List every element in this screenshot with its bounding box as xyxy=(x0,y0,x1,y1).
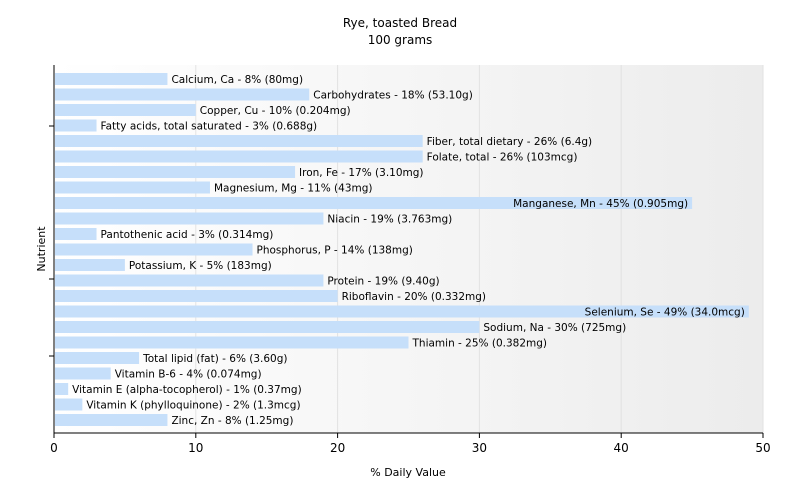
bar xyxy=(55,383,69,395)
bar-label: Sodium, Na - 30% (725mg) xyxy=(483,322,626,334)
bar xyxy=(55,135,423,147)
bar-label: Potassium, K - 5% (183mg) xyxy=(129,260,272,272)
bar-label: Thiamin - 25% (0.382mg) xyxy=(412,338,548,350)
bar xyxy=(55,352,140,364)
bar xyxy=(55,197,693,209)
bar-label: Iron, Fe - 17% (3.10mg) xyxy=(299,167,423,179)
bar-label: Calcium, Ca - 8% (80mg) xyxy=(171,74,303,86)
bar-label: Copper, Cu - 10% (0.204mg) xyxy=(200,105,351,117)
bar xyxy=(55,274,324,287)
bar xyxy=(55,73,168,85)
grid-lines xyxy=(195,65,764,433)
bar-label: Carbohydrates - 18% (53.10g) xyxy=(313,90,473,102)
bar-label: Protein - 19% (9.40g) xyxy=(327,276,439,288)
bar xyxy=(55,166,296,178)
bar xyxy=(55,150,423,163)
bars xyxy=(55,73,749,426)
bar-label: Vitamin K (phylloquinone) - 2% (1.3mcg) xyxy=(86,400,300,412)
chart-subtitle: 100 grams xyxy=(368,33,433,47)
bar-label: Riboflavin - 20% (0.332mg) xyxy=(342,291,486,303)
bar xyxy=(55,104,196,116)
x-axis-title: % Daily Value xyxy=(370,466,446,479)
bar-label: Phosphorus, P - 14% (138mg) xyxy=(257,245,413,257)
x-tick-label: 50 xyxy=(755,441,770,455)
bar xyxy=(55,243,253,256)
bar xyxy=(55,119,97,132)
bar-label: Vitamin E (alpha-tocopherol) - 1% (0.37m… xyxy=(72,384,302,396)
bar xyxy=(55,181,210,194)
bar-labels: Calcium, Ca - 8% (80mg) Carbohydrates - 1… xyxy=(72,74,745,427)
bar xyxy=(55,290,338,302)
bar-label: Total lipid (fat) - 6% (3.60g) xyxy=(142,353,287,365)
bar-label: Folate, total - 26% (103mcg) xyxy=(427,152,578,164)
bar-label: Magnesium, Mg - 11% (43mg) xyxy=(214,183,373,195)
bar xyxy=(55,336,409,349)
bar xyxy=(55,259,125,271)
bar-label: Niacin - 19% (3.763mg) xyxy=(327,214,452,226)
bar xyxy=(55,212,324,225)
bar-label: Pantothenic acid - 3% (0.314mg) xyxy=(101,229,274,241)
bar-label: Selenium, Se - 49% (34.0mcg) xyxy=(585,307,745,319)
bar xyxy=(55,398,83,411)
axes: 0 10 20 30 40 50 xyxy=(49,65,771,455)
x-tick-label: 20 xyxy=(330,441,345,455)
x-tick-label: 30 xyxy=(472,441,487,455)
bar-label: Vitamin B-6 - 4% (0.074mg) xyxy=(115,369,262,381)
bar-label: Zinc, Zn - 8% (1.25mg) xyxy=(171,415,293,427)
bar xyxy=(55,88,310,101)
x-tick-label: 40 xyxy=(614,441,629,455)
bar xyxy=(55,305,749,318)
bar-label: Manganese, Mn - 45% (0.905mg) xyxy=(513,198,688,210)
chart-title: Rye, toasted Bread xyxy=(343,16,457,30)
bar xyxy=(55,414,168,426)
x-tick-label: 0 xyxy=(50,441,58,455)
bar-label: Fatty acids, total saturated - 3% (0.688… xyxy=(101,121,318,133)
bar-label: Fiber, total dietary - 26% (6.4g) xyxy=(427,136,592,148)
y-axis-title: Nutrient xyxy=(35,226,48,272)
bar xyxy=(55,228,97,240)
bar xyxy=(55,321,480,333)
x-tick-label: 10 xyxy=(188,441,203,455)
bar xyxy=(55,367,111,380)
